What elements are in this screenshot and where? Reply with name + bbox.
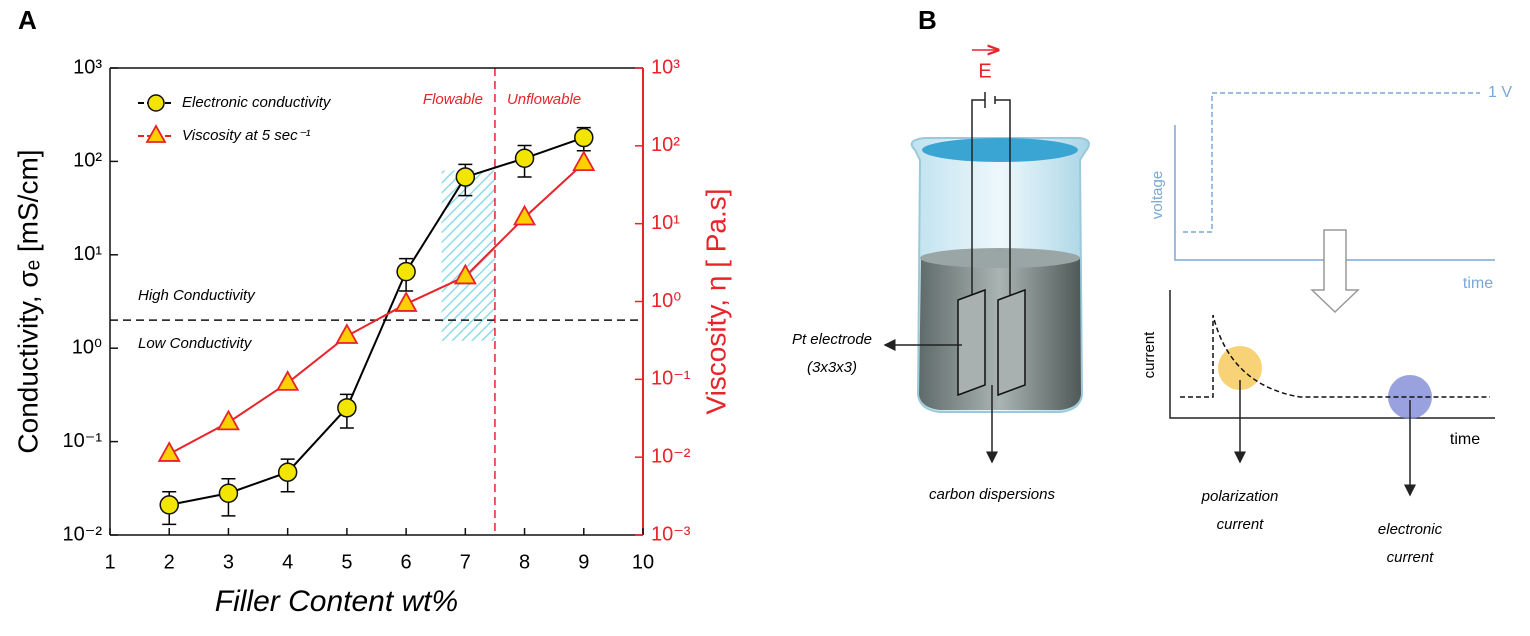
y2-tick-label: 10⁻¹	[651, 368, 691, 390]
x-axis-label: Filler Content wt%	[215, 585, 458, 618]
label: current	[1387, 549, 1435, 566]
marker	[453, 263, 477, 285]
marker	[396, 261, 416, 282]
marker	[574, 127, 594, 148]
annotation: Flowable	[423, 91, 483, 108]
voltage-axes	[1174, 125, 1495, 261]
field-label: E	[978, 60, 991, 82]
y-tick-label: 10⁻¹	[63, 430, 103, 452]
y-tick-label: 10¹	[73, 243, 102, 265]
annotation: Unflowable	[507, 91, 581, 108]
axis-label: time	[1463, 275, 1493, 292]
marker	[572, 150, 596, 172]
marker	[157, 441, 181, 462]
liquid-surface	[920, 248, 1080, 268]
marker	[159, 495, 179, 515]
y2-tick-label: 10²	[651, 134, 680, 156]
marker	[455, 167, 476, 187]
y-tick-label: 10³	[73, 56, 102, 78]
electrode-label: (3x3x3)	[807, 359, 857, 376]
label: current	[1217, 516, 1265, 533]
marker	[337, 398, 357, 418]
chart: High Conductivity Low Conductivity Flowabl…	[12, 56, 731, 618]
voltage-step	[1183, 92, 1480, 233]
label: polarization	[1201, 488, 1279, 505]
series-line	[169, 136, 585, 506]
y-axis-label: Conductivity, σₑ [mS/cm]	[12, 149, 43, 453]
y-tick-label: 10⁰	[72, 336, 102, 358]
x-tick-label: 4	[282, 551, 293, 573]
y2-tick-label: 10⁰	[651, 290, 681, 312]
axis-label: voltage	[1149, 171, 1166, 219]
label: electronic	[1378, 521, 1443, 538]
panel-label: B	[918, 5, 937, 35]
legend-label: Electronic conductivity	[182, 94, 332, 111]
marker	[216, 409, 240, 431]
legend-marker	[145, 124, 167, 143]
x-tick-label: 3	[223, 551, 234, 573]
x-tick-label: 1	[104, 551, 115, 573]
y2-tick-label: 10⁻³	[651, 523, 691, 545]
marker	[276, 370, 300, 391]
y-tick-label: 10⁻²	[63, 523, 103, 545]
legend-label: Viscosity at 5 sec⁻¹	[182, 127, 311, 144]
x-tick-label: 10	[632, 551, 654, 573]
marker	[335, 323, 359, 344]
electrode	[997, 288, 1026, 397]
panel-label: A	[18, 5, 37, 35]
y2-axis-label: Viscosity, η [ Pa.s]	[700, 188, 731, 414]
dispersion-label: carbon dispersions	[929, 486, 1055, 503]
wires	[971, 92, 1011, 310]
current-curve	[1180, 314, 1490, 398]
electrode-label: Pt electrode	[792, 331, 872, 348]
signal-diagram: voltage 1 V time current time polarizati…	[1141, 84, 1512, 566]
highlight-circle	[1218, 346, 1262, 390]
x-tick-label: 5	[341, 551, 352, 573]
beaker-diagram: E Pt electrode (3x3x3) carbon dispersion…	[792, 50, 1090, 503]
axis-label: time	[1450, 431, 1480, 448]
marker	[218, 483, 239, 503]
marker	[514, 148, 535, 169]
marker	[277, 462, 298, 482]
annotation: High Conductivity	[138, 287, 256, 304]
y2-tick-label: 10¹	[651, 212, 680, 234]
x-tick-label: 2	[164, 551, 175, 573]
annotation: Low Conductivity	[138, 335, 253, 352]
marker	[513, 204, 537, 226]
hollow-arrow	[1310, 229, 1360, 314]
y2-tick-label: 10⁻²	[651, 445, 691, 467]
legend-marker	[147, 94, 165, 112]
water-surface	[922, 138, 1078, 162]
marker	[394, 291, 418, 312]
current-axes	[1169, 290, 1495, 419]
x-tick-label: 8	[519, 551, 530, 573]
series-line	[168, 162, 585, 455]
x-tick-label: 6	[401, 551, 412, 573]
level-label: 1 V	[1488, 84, 1512, 101]
y-tick-label: 10²	[73, 150, 102, 172]
x-tick-label: 9	[578, 551, 589, 573]
y2-tick-label: 10³	[651, 56, 680, 78]
axis-label: current	[1141, 331, 1158, 379]
electrode	[957, 288, 986, 397]
x-tick-label: 7	[460, 551, 471, 573]
